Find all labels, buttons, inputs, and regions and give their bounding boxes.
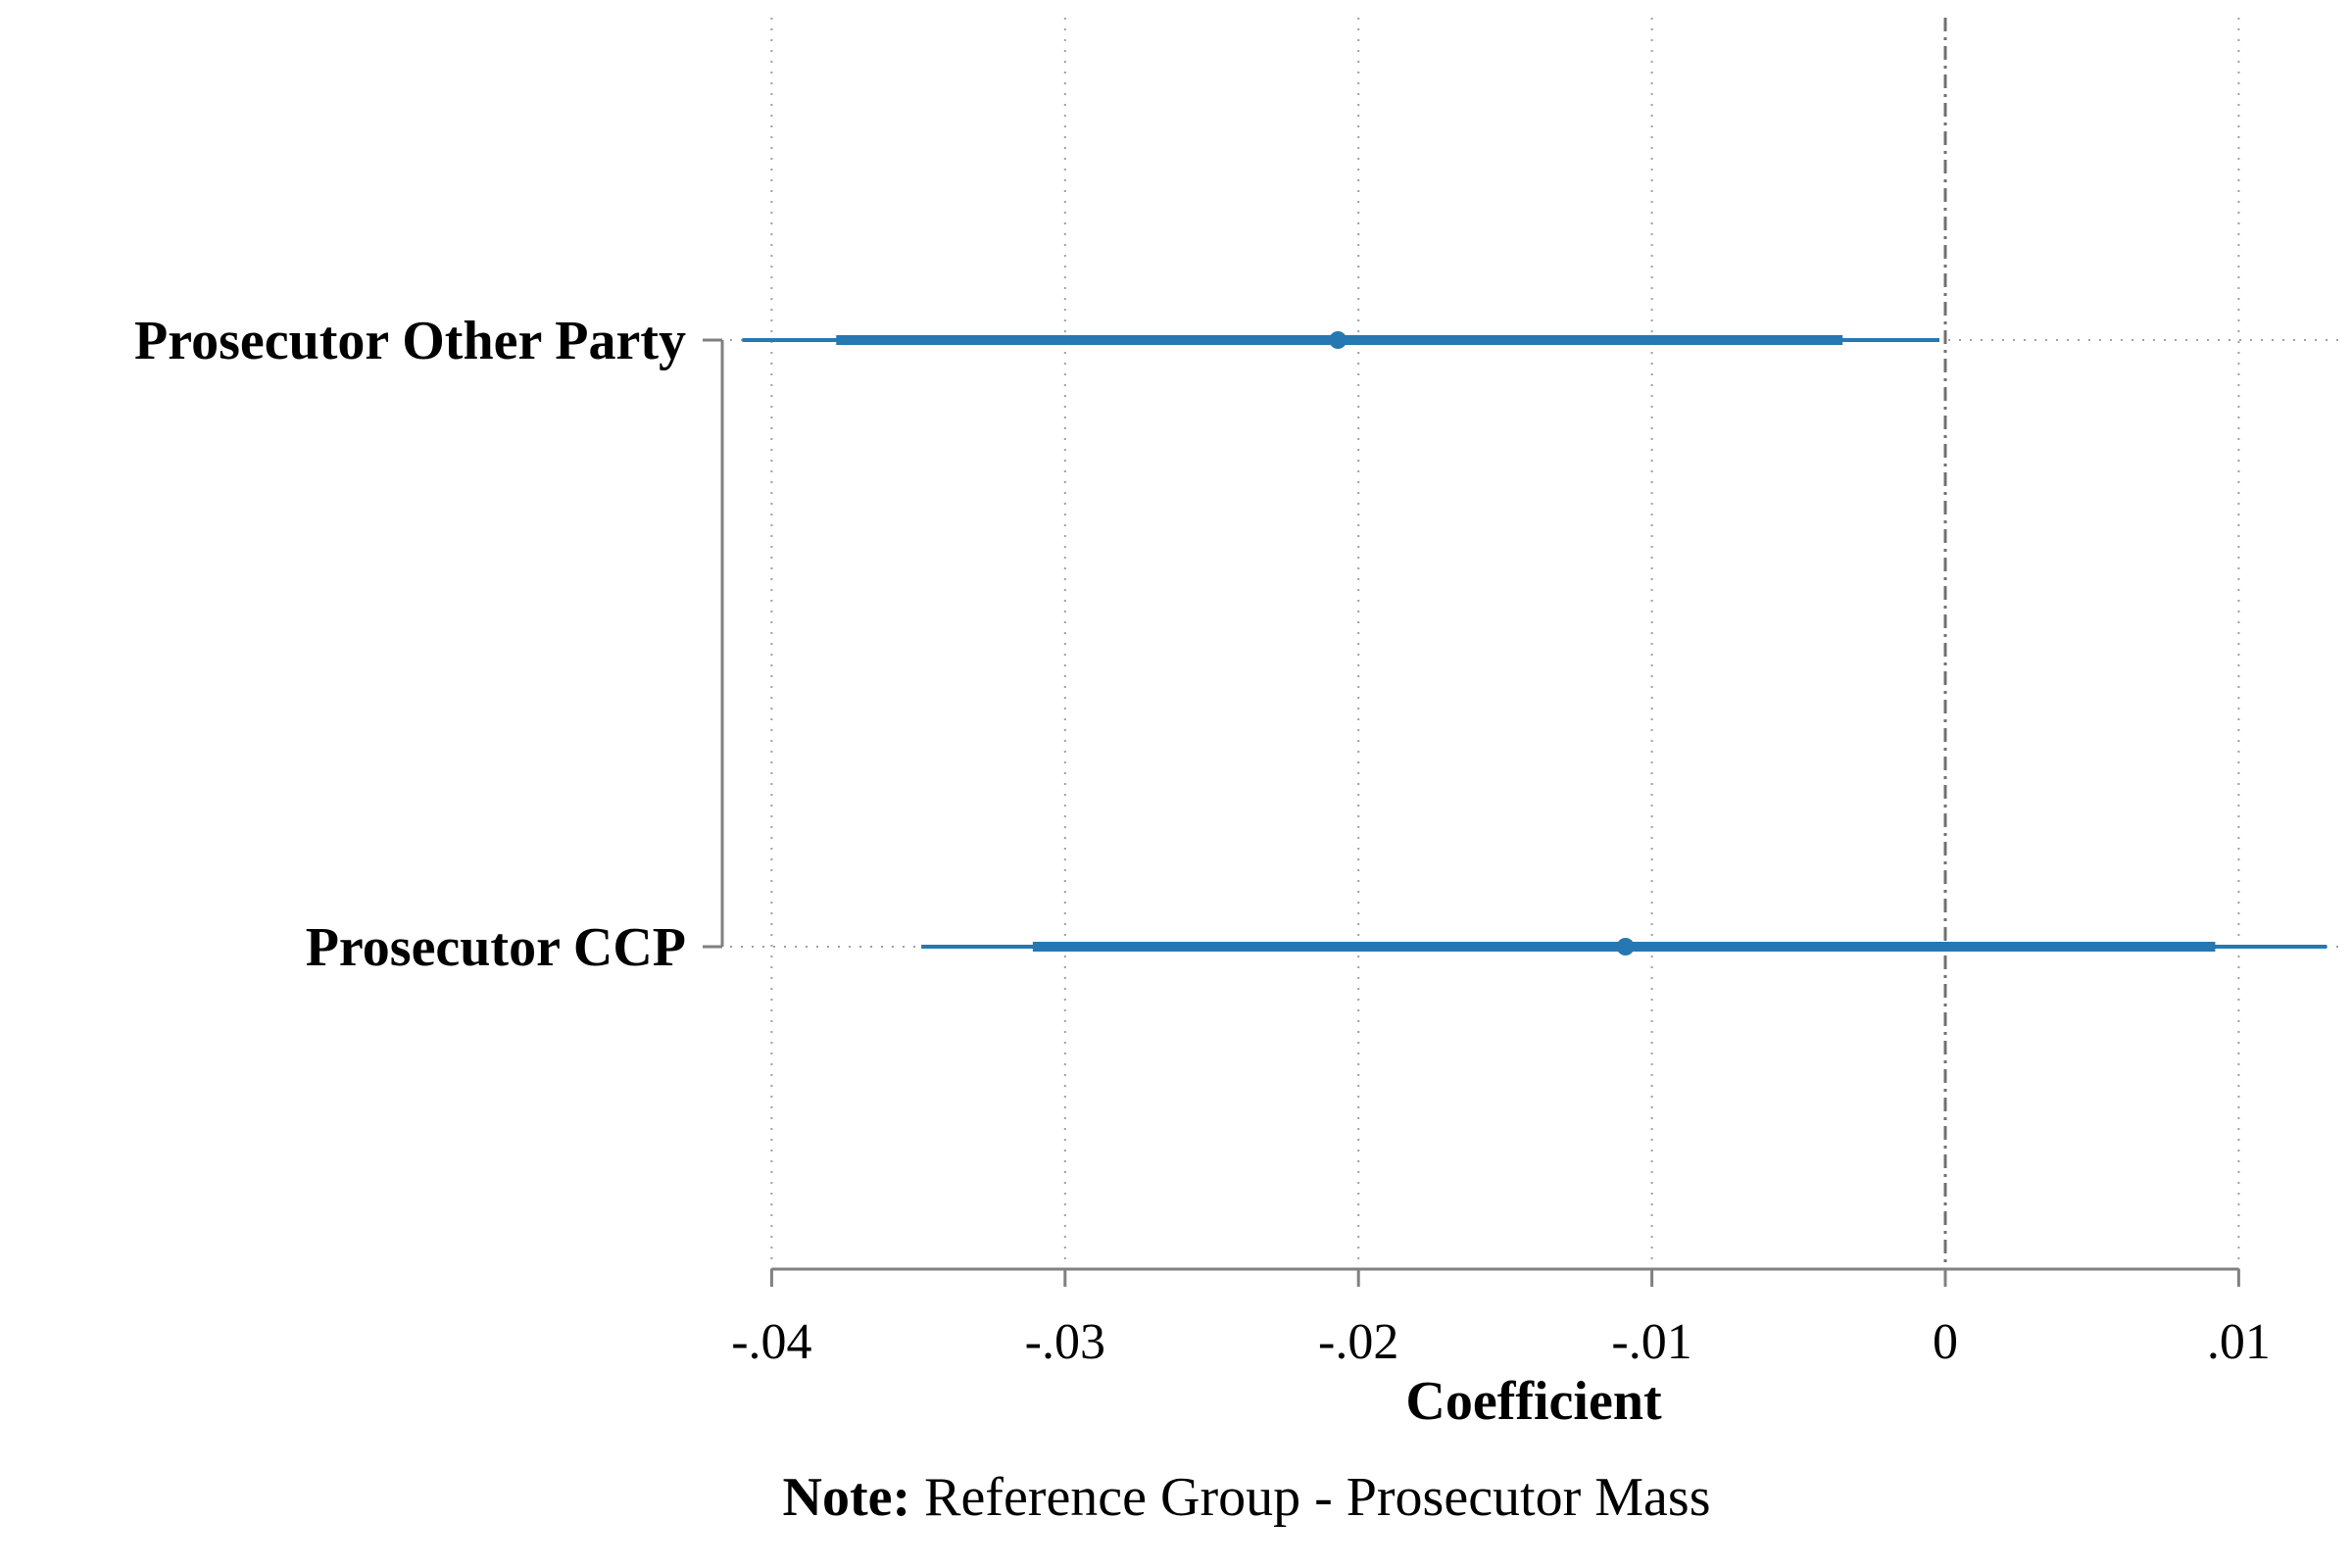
x-tick-label: -.04	[731, 1314, 811, 1370]
x-tick-label: 0	[1933, 1314, 1958, 1370]
x-tick-label: -.01	[1611, 1314, 1691, 1370]
y-tick-label: Prosecutor Other Party	[134, 311, 686, 371]
x-axis-title: Coefficient	[1405, 1371, 1662, 1432]
note-text: Reference Group - Prosecutor Mass	[910, 1467, 1710, 1528]
x-tick-label: -.02	[1318, 1314, 1398, 1370]
axes	[703, 338, 2240, 1287]
x-tick-label: .01	[2207, 1314, 2271, 1370]
y-tick-label: Prosecutor CCP	[306, 917, 686, 978]
chart-note: Note: Reference Group - Prosecutor Mass	[783, 1467, 1711, 1528]
grid-lines	[730, 18, 2342, 1269]
coefficient-series	[742, 331, 2328, 956]
labels: -.04 -.03 -.02 -.01 0 .01 Prosecutor Other Par…	[134, 311, 2271, 1370]
x-tick-label: -.03	[1025, 1314, 1105, 1370]
point-estimate	[1616, 938, 1635, 956]
point-estimate	[1329, 331, 1348, 349]
note-label: Note:	[783, 1467, 911, 1528]
